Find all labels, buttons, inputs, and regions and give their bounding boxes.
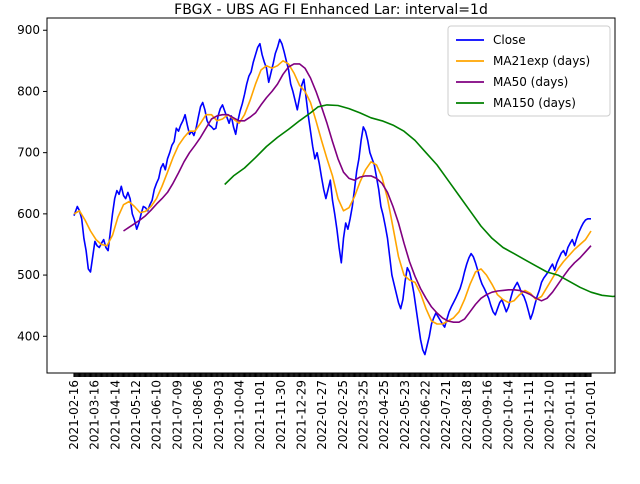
x-tick-label: 2020-11-11 <box>522 380 536 450</box>
series-layer <box>73 38 615 356</box>
legend-box <box>447 25 611 117</box>
x-tick-label: 2021-06-10 <box>150 380 164 450</box>
x-tick-label: 2021-07-09 <box>170 380 184 450</box>
x-tick-label: 2021-10-04 <box>232 380 246 450</box>
legend: Close MA21exp (days) MA50 (days) MA150 (day… <box>447 25 611 117</box>
chart-title: FBGX - UBS AG FI Enhanced Lar: interval=… <box>174 2 488 18</box>
x-tick-label: 2021-11-30 <box>274 380 288 450</box>
x-tick-label: 2020-09-16 <box>481 380 495 450</box>
y-tick-label: 600 <box>17 207 40 221</box>
x-axis: 2021-02-16 2021-03-16 2021-04-14 2021-05-12… <box>67 373 598 450</box>
series-line-ma50-days <box>123 63 592 323</box>
y-tick-label: 800 <box>17 84 40 98</box>
x-tick-label: 2021-09-03 <box>212 380 226 450</box>
legend-label: Close <box>493 33 526 47</box>
x-tick-label: 2021-01-01 <box>584 380 598 450</box>
y-tick-label: 400 <box>17 329 40 343</box>
legend-label: MA50 (days) <box>493 75 568 89</box>
y-tick-label: 900 <box>17 23 40 37</box>
x-tick-label: 2021-03-16 <box>88 380 102 450</box>
y-tick-label: 700 <box>17 146 40 160</box>
x-tick-label: 2022-04-25 <box>377 380 391 450</box>
series-line-ma150-days <box>224 104 615 298</box>
x-tick-label: 2021-12-29 <box>295 380 309 450</box>
x-tick-label: 2021-02-16 <box>67 380 81 450</box>
x-tick-label: 2022-05-23 <box>398 380 412 450</box>
x-tick-label: 2022-02-25 <box>336 380 350 450</box>
x-tick-label: 2020-10-14 <box>501 380 515 450</box>
x-tick-label: 2022-08-18 <box>460 380 474 450</box>
x-tick-label: 2021-08-06 <box>191 380 205 450</box>
series-line-close <box>73 38 591 356</box>
x-tick-label: 2021-05-12 <box>129 380 143 450</box>
x-tick-label: 2022-07-21 <box>439 380 453 450</box>
legend-label: MA21exp (days) <box>493 54 590 68</box>
x-tick-label: 2020-12-10 <box>543 380 557 450</box>
x-tick-label: 2022-03-25 <box>357 380 371 450</box>
x-tick-label: 2021-11-01 <box>253 380 267 450</box>
y-axis: 400 500 600 700 800 900 <box>17 23 47 343</box>
y-tick-label: 500 <box>17 268 40 282</box>
series-line-ma21exp-days <box>73 60 592 325</box>
x-tick-label: 2022-06-22 <box>419 380 433 450</box>
legend-label: MA150 (days) <box>493 96 576 110</box>
x-tick-label: 2021-01-11 <box>563 380 577 450</box>
x-tick-label: 2021-04-14 <box>108 380 122 450</box>
x-tick-label: 2022-01-27 <box>315 380 329 450</box>
